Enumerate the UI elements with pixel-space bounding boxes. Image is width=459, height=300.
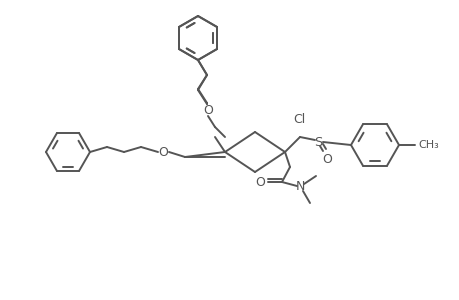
Text: S: S: [313, 136, 321, 148]
Text: Cl: Cl: [292, 113, 304, 126]
Text: CH₃: CH₃: [417, 140, 438, 150]
Text: O: O: [202, 103, 213, 116]
Text: O: O: [158, 146, 168, 158]
Text: N: N: [295, 181, 304, 194]
Text: O: O: [321, 152, 331, 166]
Text: O: O: [254, 176, 264, 188]
